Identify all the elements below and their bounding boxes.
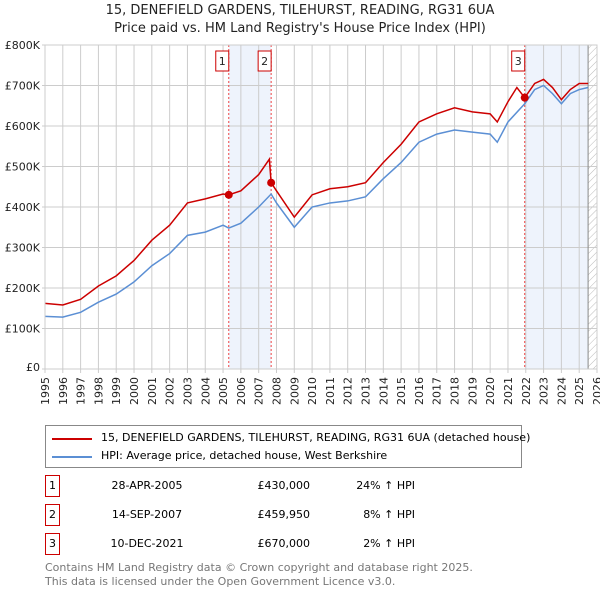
x-tick-label: 2011 [324,377,337,405]
y-tick-label: £500K [5,161,41,174]
legend: 15, DENEFIELD GARDENS, TILEHURST, READIN… [45,425,530,468]
sale-row: 1 28-APR-2005 £430,000 24% ↑ HPI [45,475,445,497]
x-tick-label: 2015 [395,377,408,405]
x-tick-label: 2025 [573,377,586,405]
sale-marker-badge: 3 [45,533,60,555]
x-tick-label: 2023 [538,377,551,405]
y-tick-label: £0 [26,361,40,374]
sale-hpi-diff: 24% ↑ HPI [356,479,415,492]
x-tick-label: 1998 [92,377,105,405]
x-tick-label: 1996 [57,377,70,405]
sale-point [267,178,276,187]
y-tick-label: £400K [5,201,41,214]
sale-price: £430,000 [257,479,311,492]
x-tick-label: 1995 [39,377,52,405]
legend-label-hpi: HPI: Average price, detached house, West… [101,449,388,462]
sale-marker-badge: 1 [45,475,60,497]
x-tick-label: 2001 [146,377,159,405]
x-tick-label: 2016 [413,377,426,405]
hpi-line [44,84,589,318]
sale-hpi-diff: 8% ↑ HPI [363,508,415,521]
sale-price: £670,000 [257,537,311,550]
legend-label-property: 15, DENEFIELD GARDENS, TILEHURST, READIN… [101,431,531,444]
sale-label-box [257,50,272,72]
x-tick-label: 2013 [360,377,373,405]
x-tick-label: 2004 [199,377,212,405]
sale-date: 28-APR-2005 [111,479,183,492]
footer-line-2: This data is licensed under the Open Gov… [45,575,396,588]
x-tick-label: 1997 [75,377,88,405]
x-tick-label: 2009 [288,377,301,405]
chart-subtitle: Price paid vs. HM Land Registry's House … [114,21,486,36]
y-tick-label: £200K [5,282,41,295]
sale-label: 2 [261,55,268,68]
x-tick-label: 2021 [502,377,515,405]
sale-price: £459,950 [257,508,311,521]
x-tick-label: 2007 [253,377,266,405]
x-tick-label: 2005 [217,377,230,405]
price-chart: 1995 1996 1997 1998 1999 2000 2001 2002 2003 2004… [5,39,600,405]
x-tick-label: 2000 [128,377,141,405]
sale-marker-badge: 2 [45,504,60,526]
sale-point [520,93,529,102]
sale-hpi-diff: 2% ↑ HPI [363,537,415,550]
sale-row: 3 10-DEC-2021 £670,000 2% ↑ HPI [45,533,445,555]
sale-label-box [511,50,526,72]
property-price-line [44,78,589,306]
sale-date: 14-SEP-2007 [111,508,183,521]
y-tick-label: £800K [5,39,41,52]
x-tick-label: 2020 [484,377,497,405]
x-tick-label: 2018 [449,377,462,405]
x-tick-label: 2006 [235,377,248,405]
x-tick-label: 2008 [270,377,283,405]
legend-swatch-hpi [52,456,92,458]
x-tick-label: 2019 [466,377,479,405]
x-tick-label: 2010 [306,377,319,405]
sale-label-box [215,50,230,72]
sale-label: 3 [515,55,522,68]
x-tick-label: 2017 [431,377,444,405]
sale-date: 10-DEC-2021 [110,537,184,550]
chart-title: 15, DENEFIELD GARDENS, TILEHURST, READIN… [105,3,495,18]
sale-point [224,190,233,199]
footer-line-1: Contains HM Land Registry data © Crown c… [45,561,473,574]
x-tick-label: 2003 [181,377,194,405]
x-tick-label: 2026 [591,377,600,405]
legend-swatch-property [52,438,92,440]
x-tick-label: 2022 [520,377,533,405]
x-tick-label: 2024 [555,377,568,405]
y-tick-label: £300K [5,242,41,255]
y-tick-label: £100K [5,323,41,336]
sale-label: 1 [219,55,226,68]
y-tick-label: £700K [5,80,41,93]
x-tick-label: 2014 [377,377,390,405]
plot-frame [44,44,598,370]
y-tick-label: £600K [5,120,41,133]
x-tick-label: 2012 [342,377,355,405]
sale-row: 2 14-SEP-2007 £459,950 8% ↑ HPI [45,504,445,526]
x-tick-label: 2002 [164,377,177,405]
x-tick-label: 1999 [110,377,123,405]
